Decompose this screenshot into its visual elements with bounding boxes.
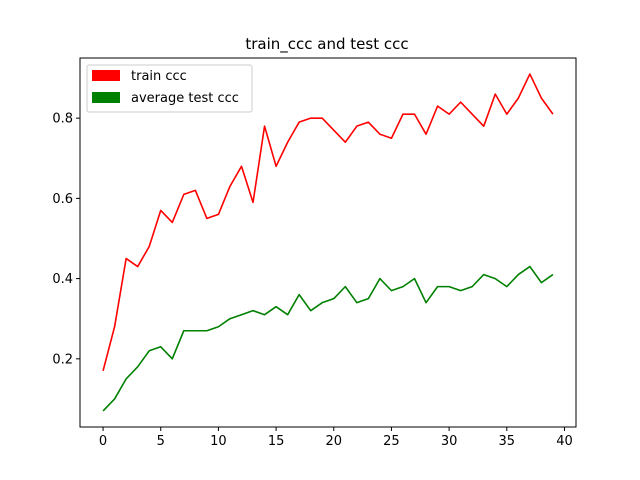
x-tick-label: 10	[210, 434, 227, 449]
y-axis: 0.2 0.4 0.6 0.8	[52, 112, 80, 367]
legend-swatch-train-ccc	[92, 70, 120, 81]
y-tick-label: 0.8	[52, 112, 73, 127]
x-axis: 0 5 10 15 20 25 30 35 40	[99, 427, 573, 449]
legend-label-average-test-ccc: average test ccc	[131, 91, 239, 106]
x-tick-label: 40	[556, 434, 573, 449]
y-tick-label: 0.4	[52, 272, 73, 287]
y-tick-label: 0.6	[52, 192, 73, 207]
legend-swatch-average-test-ccc	[92, 92, 120, 103]
series-lines	[102, 73, 554, 412]
plot-frame	[79, 57, 577, 428]
x-tick-label: 30	[441, 434, 458, 449]
y-tick-label: 0.2	[52, 352, 73, 367]
x-tick-label: 0	[99, 434, 107, 449]
legend-label-train-ccc: train ccc	[131, 69, 187, 84]
x-tick-label: 15	[268, 434, 285, 449]
x-tick-label: 25	[383, 434, 400, 449]
chart-title: train_ccc and test ccc	[245, 35, 408, 54]
series-line-train-ccc	[102, 73, 554, 372]
x-tick-label: 20	[325, 434, 342, 449]
legend-box	[86, 64, 253, 113]
x-tick-label: 35	[499, 434, 516, 449]
series-line-average-test-ccc	[102, 265, 554, 412]
x-tick-label: 5	[157, 434, 165, 449]
legend: train ccc average test ccc	[86, 64, 253, 113]
